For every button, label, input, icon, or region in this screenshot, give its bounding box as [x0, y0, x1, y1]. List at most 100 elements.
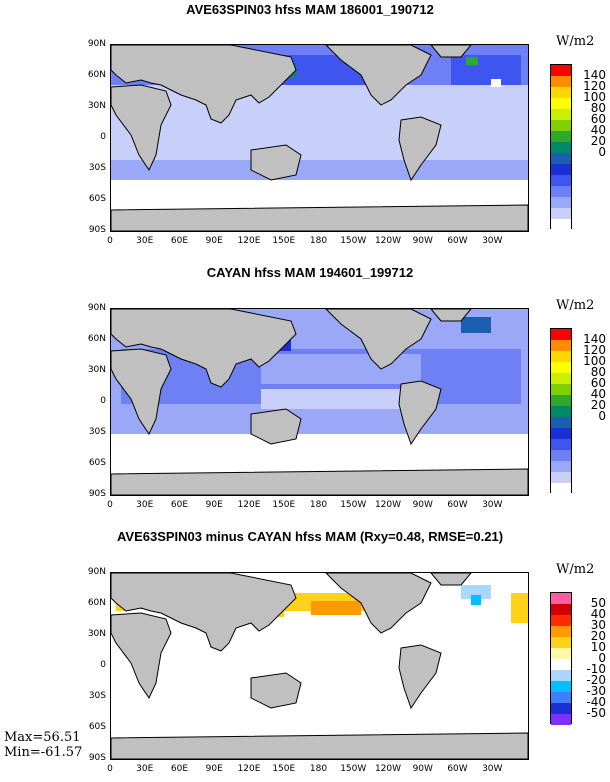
panel-1-title: AVE63SPIN03 hfss MAM 186001_190712: [186, 2, 434, 17]
lon-label: 120W: [374, 764, 402, 774]
legend-colorbar: [550, 64, 572, 230]
lon-label: 150W: [340, 764, 367, 774]
legend-swatch: [551, 428, 571, 439]
lon-label: 60W: [447, 500, 468, 510]
legend-label: 40: [590, 123, 606, 137]
legend-label: 100: [583, 354, 606, 368]
lat-label: 60S: [88, 458, 106, 468]
lon-label: 150W: [340, 236, 367, 246]
lat-label: 90S: [88, 225, 106, 235]
legend-label: 20: [590, 134, 606, 148]
legend-swatch: [551, 175, 571, 186]
legend-swatch: [551, 65, 571, 76]
lon-label: 30W: [482, 500, 503, 510]
legend-label: 40: [590, 387, 606, 401]
lon-label: 60E: [170, 500, 189, 510]
lon-label: 90W: [412, 764, 433, 774]
lon-label: 120E: [237, 764, 261, 774]
legend-swatch: [551, 593, 571, 604]
legend-label: 10: [590, 640, 606, 654]
lon-label: 30W: [482, 764, 503, 774]
lon-label: 60E: [170, 236, 189, 246]
legend-unit: W/m2: [556, 298, 595, 313]
lat-label: 90S: [88, 753, 106, 763]
lon-label: 180: [309, 236, 328, 246]
legend-swatch: [551, 329, 571, 340]
panel-1-map: [110, 44, 529, 232]
lat-label: 90S: [88, 489, 106, 499]
lat-label: 30S: [88, 163, 106, 173]
legend-swatch: [551, 131, 571, 142]
legend-swatch: [551, 219, 571, 230]
legend-label: 80: [590, 101, 606, 115]
legend-swatch: [551, 362, 571, 373]
legend-label: 60: [590, 112, 606, 126]
legend-label: 140: [583, 68, 606, 82]
lat-label: 0: [100, 660, 106, 670]
lat-label: 30S: [88, 691, 106, 701]
legend-swatch: [551, 703, 571, 714]
legend-colorbar: [550, 328, 572, 494]
legend-swatch: [551, 637, 571, 648]
lon-label: 150E: [272, 236, 296, 246]
legend-swatch: [551, 340, 571, 351]
legend-swatch: [551, 670, 571, 681]
lat-label: 60S: [88, 194, 106, 204]
legend-unit: W/m2: [556, 34, 595, 49]
legend-label: 50: [590, 596, 606, 610]
lon-label: 30E: [136, 764, 154, 774]
legend-swatch: [551, 153, 571, 164]
legend-label: 120: [583, 79, 606, 93]
lon-label: 90E: [205, 236, 223, 246]
legend-colorbar: [550, 592, 572, 725]
panel-1-map-svg: [111, 45, 528, 231]
lon-label: 120W: [374, 500, 402, 510]
legend-swatch: [551, 659, 571, 670]
lat-label: 30N: [87, 365, 106, 375]
lon-label: 0: [107, 764, 113, 774]
lat-label: 90N: [87, 567, 106, 577]
lon-label: 90W: [412, 236, 433, 246]
legend-swatch: [551, 373, 571, 384]
legend-swatch: [551, 626, 571, 637]
legend-label: 20: [590, 629, 606, 643]
legend-swatch: [551, 417, 571, 428]
legend-swatch: [551, 87, 571, 98]
legend-swatch: [551, 208, 571, 219]
legend-swatch: [551, 450, 571, 461]
legend-swatch: [551, 472, 571, 483]
legend-swatch: [551, 351, 571, 362]
legend-swatch: [551, 692, 571, 703]
lon-label: 180: [309, 764, 328, 774]
lon-label: 120E: [237, 236, 261, 246]
lon-label: 180: [309, 500, 328, 510]
legend-label: 30: [590, 618, 606, 632]
legend-swatch: [551, 98, 571, 109]
lon-label: 90W: [412, 500, 433, 510]
legend-swatch: [551, 76, 571, 87]
lon-label: 30W: [482, 236, 503, 246]
legend-swatch: [551, 714, 571, 725]
lon-label: 90E: [205, 764, 223, 774]
lon-label: 0: [107, 236, 113, 246]
lat-label: 90N: [87, 39, 106, 49]
lon-label: 30E: [136, 236, 154, 246]
lat-label: 30N: [87, 101, 106, 111]
legend-label: 100: [583, 90, 606, 104]
legend-swatch: [551, 461, 571, 472]
panel-3-map: [110, 572, 529, 760]
legend-swatch: [551, 197, 571, 208]
lon-label: 0: [107, 500, 113, 510]
lon-label: 90E: [205, 500, 223, 510]
lon-label: 60E: [170, 764, 189, 774]
lon-label: 60W: [447, 764, 468, 774]
lat-label: 0: [100, 132, 106, 142]
lon-label: 60W: [447, 236, 468, 246]
legend-label: 40: [590, 607, 606, 621]
panel-3-map-svg: [111, 573, 528, 759]
legend-swatch: [551, 164, 571, 175]
legend-label: -40: [586, 695, 606, 709]
legend-label: 140: [583, 332, 606, 346]
lon-label: 150E: [272, 764, 296, 774]
legend-swatch: [551, 648, 571, 659]
